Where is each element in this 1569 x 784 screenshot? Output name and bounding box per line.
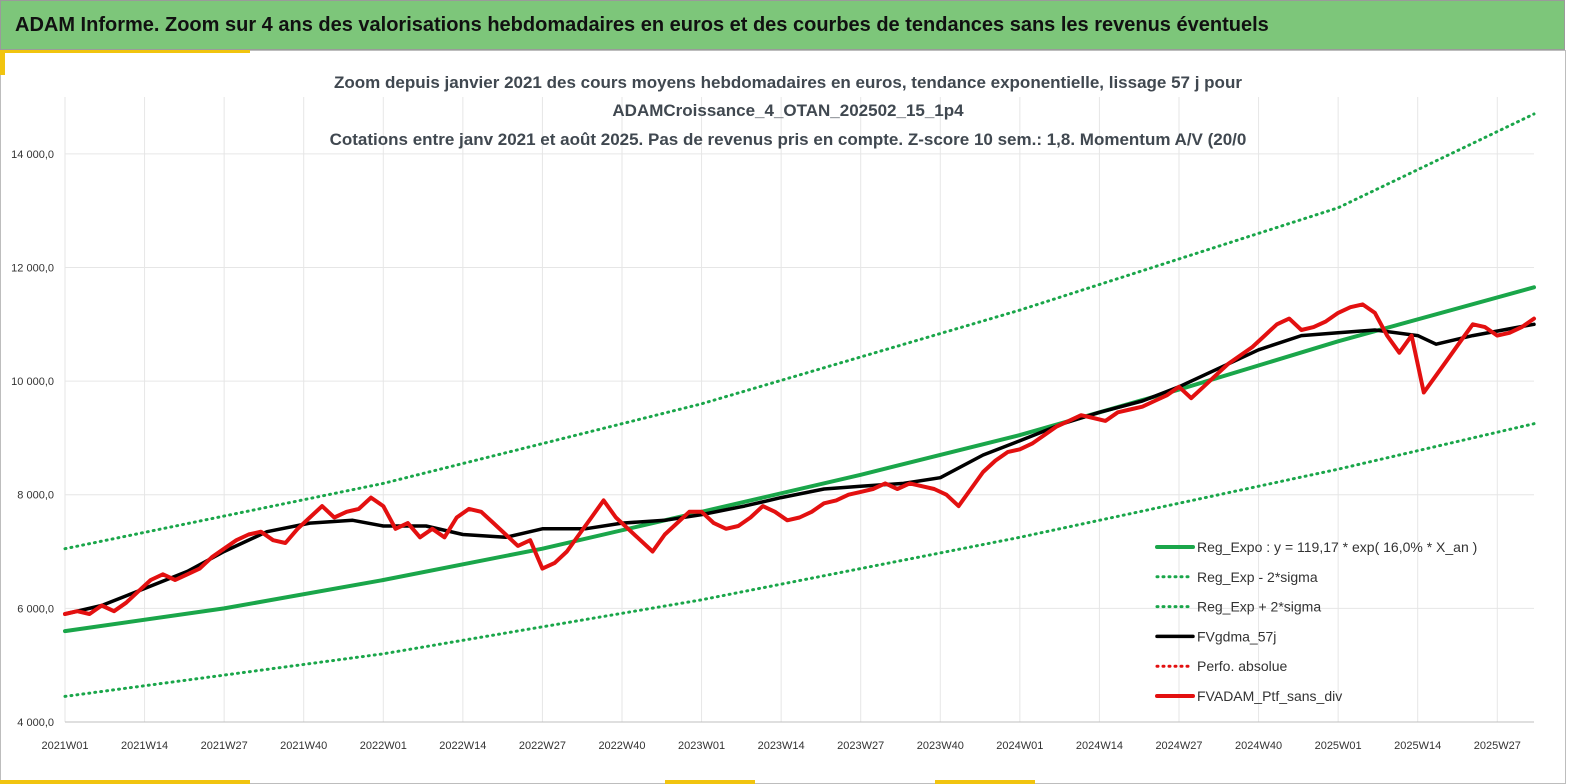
legend-label: Reg_Exp - 2*sigma (1197, 569, 1318, 585)
x-tick-label: 2025W14 (1394, 740, 1441, 752)
x-tick-label: 2024W14 (1076, 740, 1123, 752)
x-tick-label: 2023W40 (917, 740, 964, 752)
accent-bar-bottom-right (935, 780, 1035, 784)
y-tick-label: 14 000,0 (11, 149, 54, 161)
x-tick-label: 2021W14 (121, 740, 168, 752)
accent-bar-top (0, 50, 250, 53)
accent-bar-bottom-left (0, 780, 250, 784)
accent-bar-bottom-mid (665, 780, 755, 784)
series-line-2 (63, 112, 1536, 551)
header-banner: ADAM Informe. Zoom sur 4 ans des valoris… (0, 0, 1565, 50)
legend-label: Reg_Expo : y = 119,17 * exp( 16,0% * X_a… (1197, 539, 1477, 555)
page-title: ADAM Informe. Zoom sur 4 ans des valoris… (15, 13, 1269, 36)
legend-label: FVADAM_Ptf_sans_div (1197, 688, 1342, 704)
x-tick-label: 2022W40 (598, 740, 645, 752)
chart-frame (0, 50, 1566, 784)
x-tick-label: 2024W40 (1235, 740, 1282, 752)
series-line-5 (63, 302, 1536, 616)
chart-series (63, 112, 1536, 698)
gridlines (64, 97, 1534, 723)
x-tick-label: 2022W14 (439, 740, 486, 752)
y-axis-ticks: 4 000,0 6 000,0 8 000,0 10 000,0 12 000,0 14 … (11, 149, 54, 729)
y-tick-label: 8 000,0 (17, 490, 54, 502)
y-tick-label: 6 000,0 (17, 603, 54, 615)
accent-bar-left (0, 50, 5, 75)
series-line-0 (63, 285, 1536, 634)
x-tick-label: 2021W40 (280, 740, 327, 752)
y-tick-label: 12 000,0 (11, 262, 54, 274)
y-tick-label: 4 000,0 (17, 717, 54, 729)
x-tick-label: 2021W01 (41, 740, 88, 752)
chart-title-line-3: Cotations entre janv 2021 et août 2025. … (330, 130, 1247, 149)
legend-label: FVgdma_57j (1197, 628, 1276, 644)
x-tick-label: 2023W01 (678, 740, 725, 752)
x-tick-label: 2023W27 (837, 740, 884, 752)
x-tick-label: 2025W27 (1474, 740, 1521, 752)
x-tick-label: 2022W01 (360, 740, 407, 752)
x-tick-label: 2024W27 (1155, 740, 1202, 752)
x-axis-ticks: 2021W01 2021W14 2021W27 2021W40 2022W01 2022W… (41, 740, 1520, 752)
chart-title: Zoom depuis janvier 2021 des cours moyen… (330, 73, 1247, 149)
legend-label: Perfo. absolue (1197, 658, 1287, 674)
x-tick-label: 2023W14 (758, 740, 805, 752)
chart-title-line-1: Zoom depuis janvier 2021 des cours moyen… (334, 73, 1242, 92)
x-tick-label: 2024W01 (996, 740, 1043, 752)
legend-label: Reg_Exp + 2*sigma (1197, 599, 1321, 615)
x-tick-label: 2022W27 (519, 740, 566, 752)
chart-legend: Reg_Expo : y = 119,17 * exp( 16,0% * X_a… (1155, 539, 1477, 704)
series-line-1 (63, 422, 1536, 698)
series-line-3 (63, 322, 1536, 616)
x-tick-label: 2025W01 (1315, 740, 1362, 752)
y-tick-label: 10 000,0 (11, 376, 54, 388)
chart-title-line-2: ADAMCroissance_4_OTAN_202502_15_1p4 (612, 101, 964, 120)
x-tick-label: 2021W27 (201, 740, 248, 752)
